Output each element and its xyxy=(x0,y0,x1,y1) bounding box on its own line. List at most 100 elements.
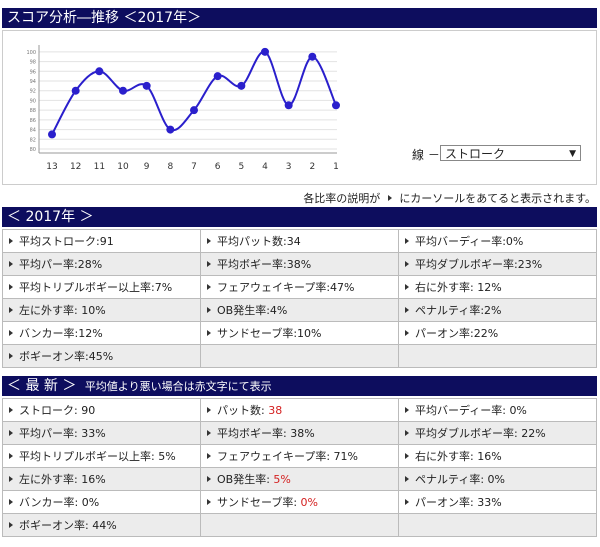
data-point xyxy=(142,81,151,90)
stat-label: 平均バーディー率: xyxy=(415,404,510,417)
stat-text: ボギーオン率:45% xyxy=(19,350,114,363)
triangle-icon[interactable] xyxy=(405,238,409,244)
stat-cell: OB発生率: 5% xyxy=(200,467,399,491)
stat-label: 平均トリプルボギー以上率: xyxy=(19,450,159,463)
stat-value: 0% xyxy=(300,496,318,509)
stat-label: 平均ダブルボギー率: xyxy=(415,427,522,440)
data-point xyxy=(119,86,127,95)
triangle-icon[interactable] xyxy=(207,407,211,413)
data-point xyxy=(332,101,340,110)
series-line xyxy=(51,50,337,135)
triangle-icon[interactable] xyxy=(405,476,409,482)
triangle-icon[interactable] xyxy=(207,261,211,267)
triangle-icon[interactable] xyxy=(9,330,13,336)
data-point xyxy=(284,101,293,110)
stat-value: 5% xyxy=(273,473,291,486)
stat-cell: ボギーオン率: 44% xyxy=(2,513,201,537)
latest-section-header: ＜ 最 新 ＞ 平均値より悪い場合は赤文字にて表示 xyxy=(2,376,597,396)
stat-cell: 右に外す率: 16% xyxy=(398,444,597,468)
triangle-icon[interactable] xyxy=(9,453,13,459)
triangle-icon[interactable] xyxy=(405,307,409,313)
triangle-icon[interactable] xyxy=(9,353,13,359)
y-tick-label: 92 xyxy=(30,89,36,95)
triangle-icon[interactable] xyxy=(405,453,409,459)
stat-text: 平均パット数:34 xyxy=(217,235,301,248)
data-point xyxy=(71,86,80,95)
triangle-icon[interactable] xyxy=(9,261,13,267)
line-select[interactable]: ストローク ▼ xyxy=(440,145,581,161)
stat-text: 右に外す率: 12% xyxy=(415,281,502,294)
data-point xyxy=(48,130,56,139)
x-tick-label: 9 xyxy=(144,162,150,172)
stat-cell: フェアウェイキープ率:47% xyxy=(200,275,399,299)
stat-cell: ボギーオン率:45% xyxy=(2,344,201,368)
stat-value: 38% xyxy=(290,427,315,440)
stat-value: 38 xyxy=(268,404,283,417)
stat-cell: 左に外す率: 10% xyxy=(2,298,201,322)
x-tick-label: 12 xyxy=(70,162,81,172)
triangle-icon[interactable] xyxy=(405,499,409,505)
triangle-icon[interactable] xyxy=(9,476,13,482)
stat-cell: 平均トリプルボギー以上率:7% xyxy=(2,275,201,299)
stat-text: 平均ボギー率:38% xyxy=(217,258,312,271)
stat-cell: 右に外す率: 12% xyxy=(398,275,597,299)
triangle-icon[interactable] xyxy=(9,284,13,290)
x-tick-label: 1 xyxy=(333,162,339,172)
triangle-icon[interactable] xyxy=(9,499,13,505)
triangle-icon[interactable] xyxy=(9,238,13,244)
y-tick-label: 86 xyxy=(30,118,36,124)
data-point xyxy=(166,125,175,134)
x-tick-label: 10 xyxy=(117,162,129,172)
stat-text: フェアウェイキープ率:47% xyxy=(217,281,355,294)
stat-cell: 平均パー率:28% xyxy=(2,252,201,276)
stat-text: パーオン率:22% xyxy=(415,327,499,340)
triangle-icon[interactable] xyxy=(405,330,409,336)
triangle-icon[interactable] xyxy=(207,330,211,336)
note: 各比率の説明が にカーソールをあてると表示されます。 xyxy=(303,190,596,206)
triangle-icon[interactable] xyxy=(207,499,211,505)
stat-cell: ストローク: 90 xyxy=(2,398,201,422)
triangle-icon[interactable] xyxy=(207,238,211,244)
year-section-title: ＜ 2017年 ＞ xyxy=(7,209,94,225)
x-tick-label: 2 xyxy=(309,162,315,172)
triangle-icon[interactable] xyxy=(207,453,211,459)
stat-value: 33% xyxy=(81,427,106,440)
stat-cell: 平均パー率: 33% xyxy=(2,421,201,445)
stat-cell: 平均ストローク:91 xyxy=(2,229,201,253)
x-tick-label: 11 xyxy=(94,162,105,172)
triangle-icon[interactable] xyxy=(207,430,211,436)
stat-label: ボギーオン率: xyxy=(19,519,93,532)
stat-text: 平均バーディー率:0% xyxy=(415,235,524,248)
latest-section-subtitle: 平均値より悪い場合は赤文字にて表示 xyxy=(84,380,272,393)
triangle-icon[interactable] xyxy=(207,307,211,313)
triangle-icon[interactable] xyxy=(405,430,409,436)
triangle-icon[interactable] xyxy=(405,261,409,267)
triangle-icon[interactable] xyxy=(9,407,13,413)
stat-label: フェアウェイキープ率: xyxy=(217,450,334,463)
triangle-icon[interactable] xyxy=(207,476,211,482)
stat-text: ペナルティ率:2% xyxy=(415,304,502,317)
triangle-icon[interactable] xyxy=(9,430,13,436)
triangle-icon[interactable] xyxy=(9,307,13,313)
triangle-icon[interactable] xyxy=(207,284,211,290)
year-stats-table: 平均ストローク:91 平均パット数:34 平均バーディー率:0% 平均パー率:28% 平… xyxy=(2,229,597,368)
chart-header: スコア分析―推移 ＜2017年＞ xyxy=(2,8,597,28)
y-tick-label: 88 xyxy=(30,108,36,114)
data-point xyxy=(190,106,198,115)
stat-value: 16% xyxy=(81,473,106,486)
stat-row: ストローク: 90 パット数: 38 平均バーディー率: 0% xyxy=(2,398,597,422)
stat-row: 平均パー率:28% 平均ボギー率:38% 平均ダブルボギー率:23% xyxy=(2,252,597,276)
stat-text: バンカー率:12% xyxy=(19,327,103,340)
y-tick-label: 100 xyxy=(26,50,36,56)
triangle-icon[interactable] xyxy=(9,522,13,528)
stat-value: 44% xyxy=(92,519,117,532)
data-point xyxy=(213,72,222,81)
page-title: スコア分析―推移 ＜2017年＞ xyxy=(7,10,202,26)
stat-cell: OB発生率:4% xyxy=(200,298,399,322)
stat-value: 0% xyxy=(81,496,100,509)
triangle-icon[interactable] xyxy=(405,407,409,413)
stat-value: 22% xyxy=(521,427,546,440)
triangle-icon[interactable] xyxy=(405,284,409,290)
x-tick-label: 5 xyxy=(238,162,244,172)
